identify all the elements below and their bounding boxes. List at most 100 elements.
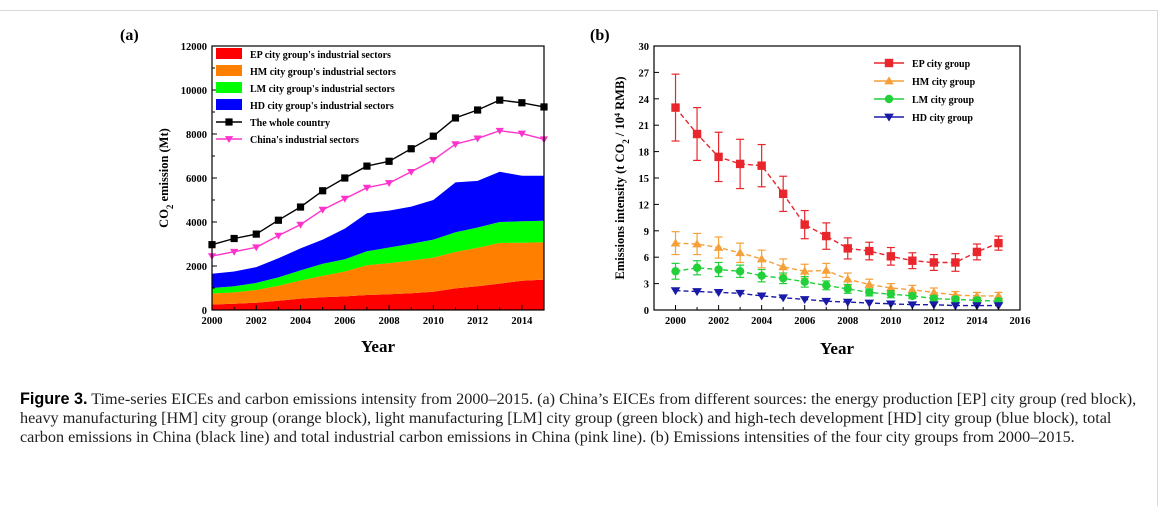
marker-whole-country xyxy=(319,187,327,195)
y-tick-label-a: 12000 xyxy=(181,42,207,53)
marker-lm xyxy=(886,289,896,299)
y-tick-label-a: 2000 xyxy=(186,262,207,273)
x-tick-label-b: 2002 xyxy=(708,316,729,327)
figure-caption: Figure 3. Time-series EICEs and carbon e… xyxy=(20,390,1145,447)
y-tick-label-b: 9 xyxy=(644,227,649,238)
marker-ep xyxy=(714,152,723,162)
x-axis-title-b: Year xyxy=(820,339,854,358)
marker-hd xyxy=(842,298,853,307)
marker-lm xyxy=(692,263,702,272)
marker-china-industrial xyxy=(517,130,527,138)
x-tick-label-a: 2014 xyxy=(511,316,533,327)
legend-swatch-a xyxy=(216,82,242,93)
legend-label-b: HD city group xyxy=(912,113,973,124)
marker-hd xyxy=(821,297,832,306)
marker-whole-country xyxy=(429,132,437,140)
y-tick-label-b: 15 xyxy=(639,174,650,185)
marker-ep xyxy=(692,129,702,139)
marker-lm xyxy=(929,294,939,303)
marker-hd xyxy=(756,292,767,301)
line-hd xyxy=(675,289,999,307)
marker-hd xyxy=(713,289,724,298)
x-tick-label-b: 2010 xyxy=(880,316,901,327)
line-whole-country xyxy=(211,99,545,246)
y-tick-label-a: 6000 xyxy=(186,174,207,185)
marker-whole-country xyxy=(496,96,504,104)
marker-whole-country xyxy=(363,162,371,170)
marker-lm xyxy=(865,288,874,297)
x-axis-title-a: Year xyxy=(361,337,395,356)
marker-hm xyxy=(692,239,702,248)
marker-lm xyxy=(714,265,723,274)
marker-lm xyxy=(843,284,852,294)
marker-china-industrial xyxy=(473,135,482,143)
marker-whole-country xyxy=(518,99,526,107)
marker-lm xyxy=(908,291,917,301)
line-hm xyxy=(675,242,999,297)
y-tick-label-a: 4000 xyxy=(186,218,207,229)
caption-text: Time-series EICEs and carbon emissions i… xyxy=(20,390,1137,446)
x-tick-label-a: 2008 xyxy=(379,316,400,327)
marker-lm xyxy=(800,277,809,287)
marker-hd xyxy=(993,302,1004,311)
marker-hd xyxy=(864,299,875,308)
y-tick-label-a: 8000 xyxy=(186,130,207,141)
area-hm xyxy=(212,242,544,305)
marker-hm xyxy=(907,285,918,294)
y-axis-title-a: CO2 emission (Mt) xyxy=(157,128,175,228)
y-axis-title-b: Emissions intensity (t CO2 / 104 RMB) xyxy=(613,77,632,280)
marker-hm xyxy=(842,274,853,283)
legend-swatch-a xyxy=(216,48,242,59)
marker-china-industrial xyxy=(362,184,372,192)
legend-label-a: HM city group's industrial sectors xyxy=(250,67,396,78)
marker-china-industrial xyxy=(451,141,460,149)
x-tick-label-a: 2006 xyxy=(334,316,355,327)
panel-label-b: (b) xyxy=(590,28,610,44)
marker-lm xyxy=(735,267,745,276)
marker-hm xyxy=(756,254,767,263)
y-tick-label-b: 12 xyxy=(639,200,650,211)
legend-label-a: The whole country xyxy=(250,118,330,129)
x-tick-label-b: 2014 xyxy=(966,316,988,327)
marker-ep xyxy=(735,159,745,169)
marker-hm xyxy=(670,238,681,247)
marker-ep xyxy=(972,247,982,257)
marker-hm xyxy=(864,279,875,288)
marker-hm xyxy=(885,283,896,292)
marker-hm xyxy=(929,287,939,296)
x-tick-label-b: 2000 xyxy=(665,316,686,327)
marker-ep xyxy=(994,238,1003,248)
figure-svg: 2000 2002 2004 2006 2008 2010 2012 201402000400… xyxy=(120,27,1031,358)
line-lm xyxy=(675,267,999,302)
legend-swatch-a xyxy=(216,65,242,76)
marker-lm xyxy=(757,271,766,280)
area-ep xyxy=(212,279,544,310)
marker-ep xyxy=(757,161,766,170)
marker-hd xyxy=(799,296,810,305)
marker-china-industrial xyxy=(384,180,394,188)
marker-china-industrial xyxy=(429,157,438,164)
marker-china-industrial xyxy=(318,206,327,214)
marker-whole-country xyxy=(274,216,282,224)
y-tick-label-b: 27 xyxy=(639,68,650,79)
legend-marker-b xyxy=(884,94,894,104)
y-tick-label-b: 30 xyxy=(639,42,650,53)
marker-lm xyxy=(778,274,788,283)
area-hd xyxy=(212,171,544,288)
marker-whole-country xyxy=(230,234,238,243)
marker-hd xyxy=(950,302,961,311)
legend-marker-b xyxy=(884,58,894,68)
y-tick-label-b: 24 xyxy=(639,95,650,106)
marker-china-industrial xyxy=(274,232,283,240)
y-tick-label-a: 10000 xyxy=(181,86,207,97)
area-lm xyxy=(212,220,544,294)
marker-whole-country xyxy=(474,106,482,114)
marker-hd xyxy=(735,289,745,298)
marker-china-industrial xyxy=(340,195,349,203)
marker-hm xyxy=(735,248,745,257)
marker-china-industrial xyxy=(252,244,261,252)
marker-whole-country xyxy=(296,203,305,211)
chart-a: 2000 2002 2004 2006 2008 2010 2012 201402000400… xyxy=(120,27,549,356)
marker-whole-country xyxy=(385,157,393,165)
x-tick-label-a: 2012 xyxy=(467,316,488,327)
